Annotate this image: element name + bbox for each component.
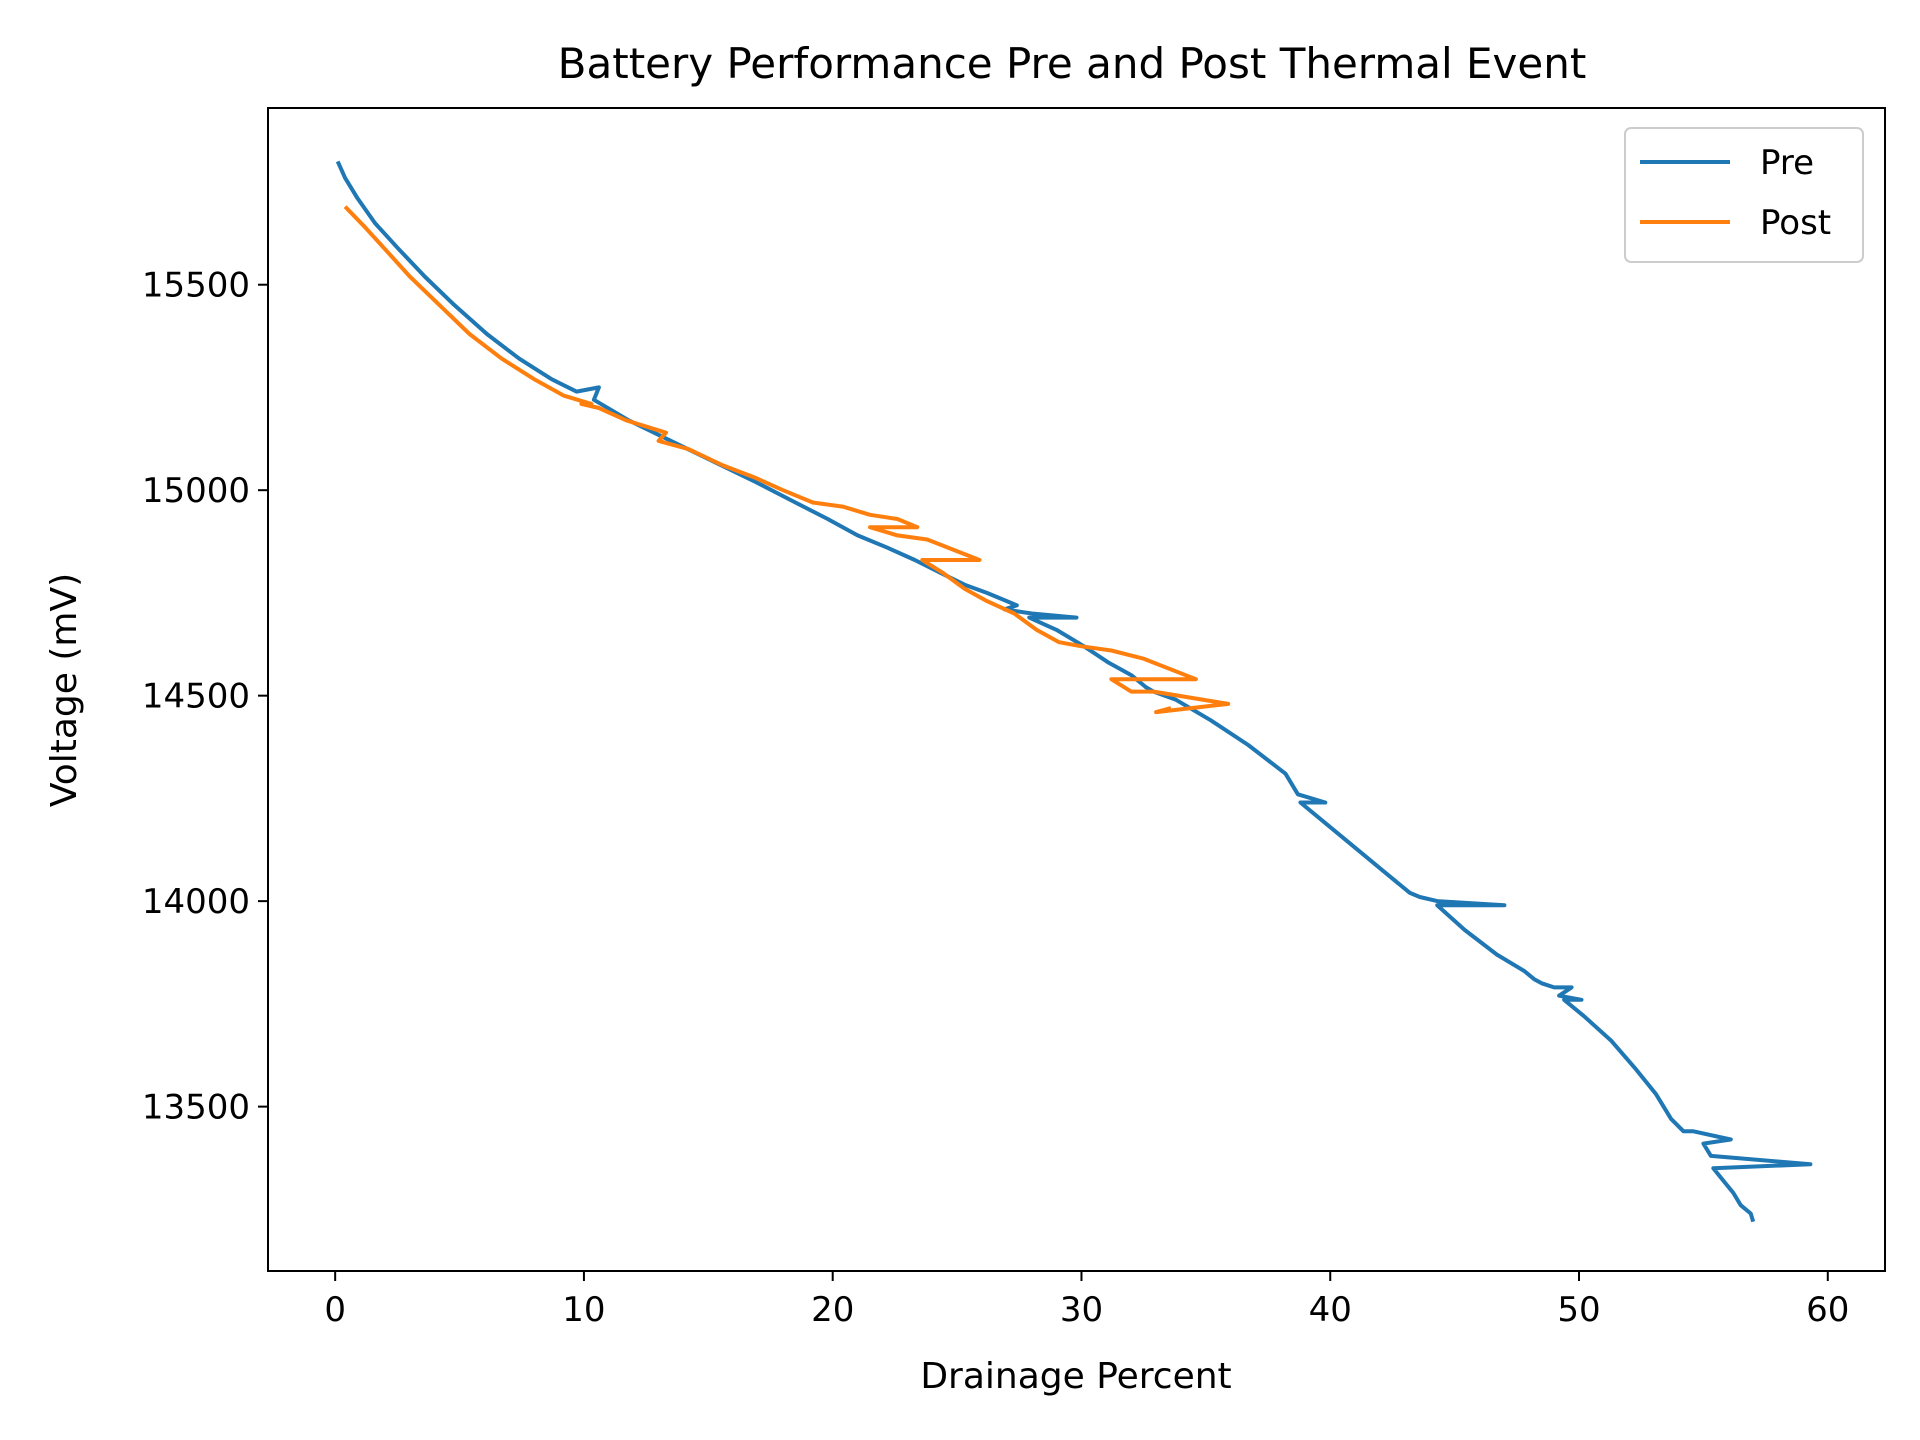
x-tick-label: 20 — [811, 1290, 854, 1330]
x-tick-label: 50 — [1557, 1290, 1600, 1330]
y-tick-label: 15000 — [142, 471, 250, 511]
x-axis-label: Drainage Percent — [920, 1356, 1231, 1397]
x-tick-label: 30 — [1060, 1290, 1103, 1330]
legend-label-post: Post — [1760, 203, 1831, 243]
y-tick-label: 14500 — [142, 677, 250, 717]
series-line-post — [343, 205, 1231, 715]
y-axis-label: Voltage (mV) — [44, 573, 85, 807]
y-tick-label: 14000 — [142, 882, 250, 922]
y-tick-label: 15500 — [142, 266, 250, 306]
legend: Pre Post — [1624, 127, 1864, 263]
plot-frame — [267, 107, 1886, 1272]
legend-label-pre: Pre — [1760, 143, 1814, 183]
x-axis: 0 10 20 30 40 50 60 — [324, 1271, 1849, 1330]
x-tick-label: 10 — [562, 1290, 605, 1330]
series-layer — [335, 160, 1813, 1223]
x-tick-label: 60 — [1806, 1290, 1849, 1330]
x-tick-label: 0 — [324, 1290, 346, 1330]
chart-title: Battery Performance Pre and Post Thermal… — [558, 39, 1587, 88]
x-tick-label: 40 — [1309, 1290, 1352, 1330]
y-tick-label: 13500 — [142, 1088, 250, 1128]
y-axis: 13500 14000 14500 15000 15500 — [142, 266, 268, 1128]
